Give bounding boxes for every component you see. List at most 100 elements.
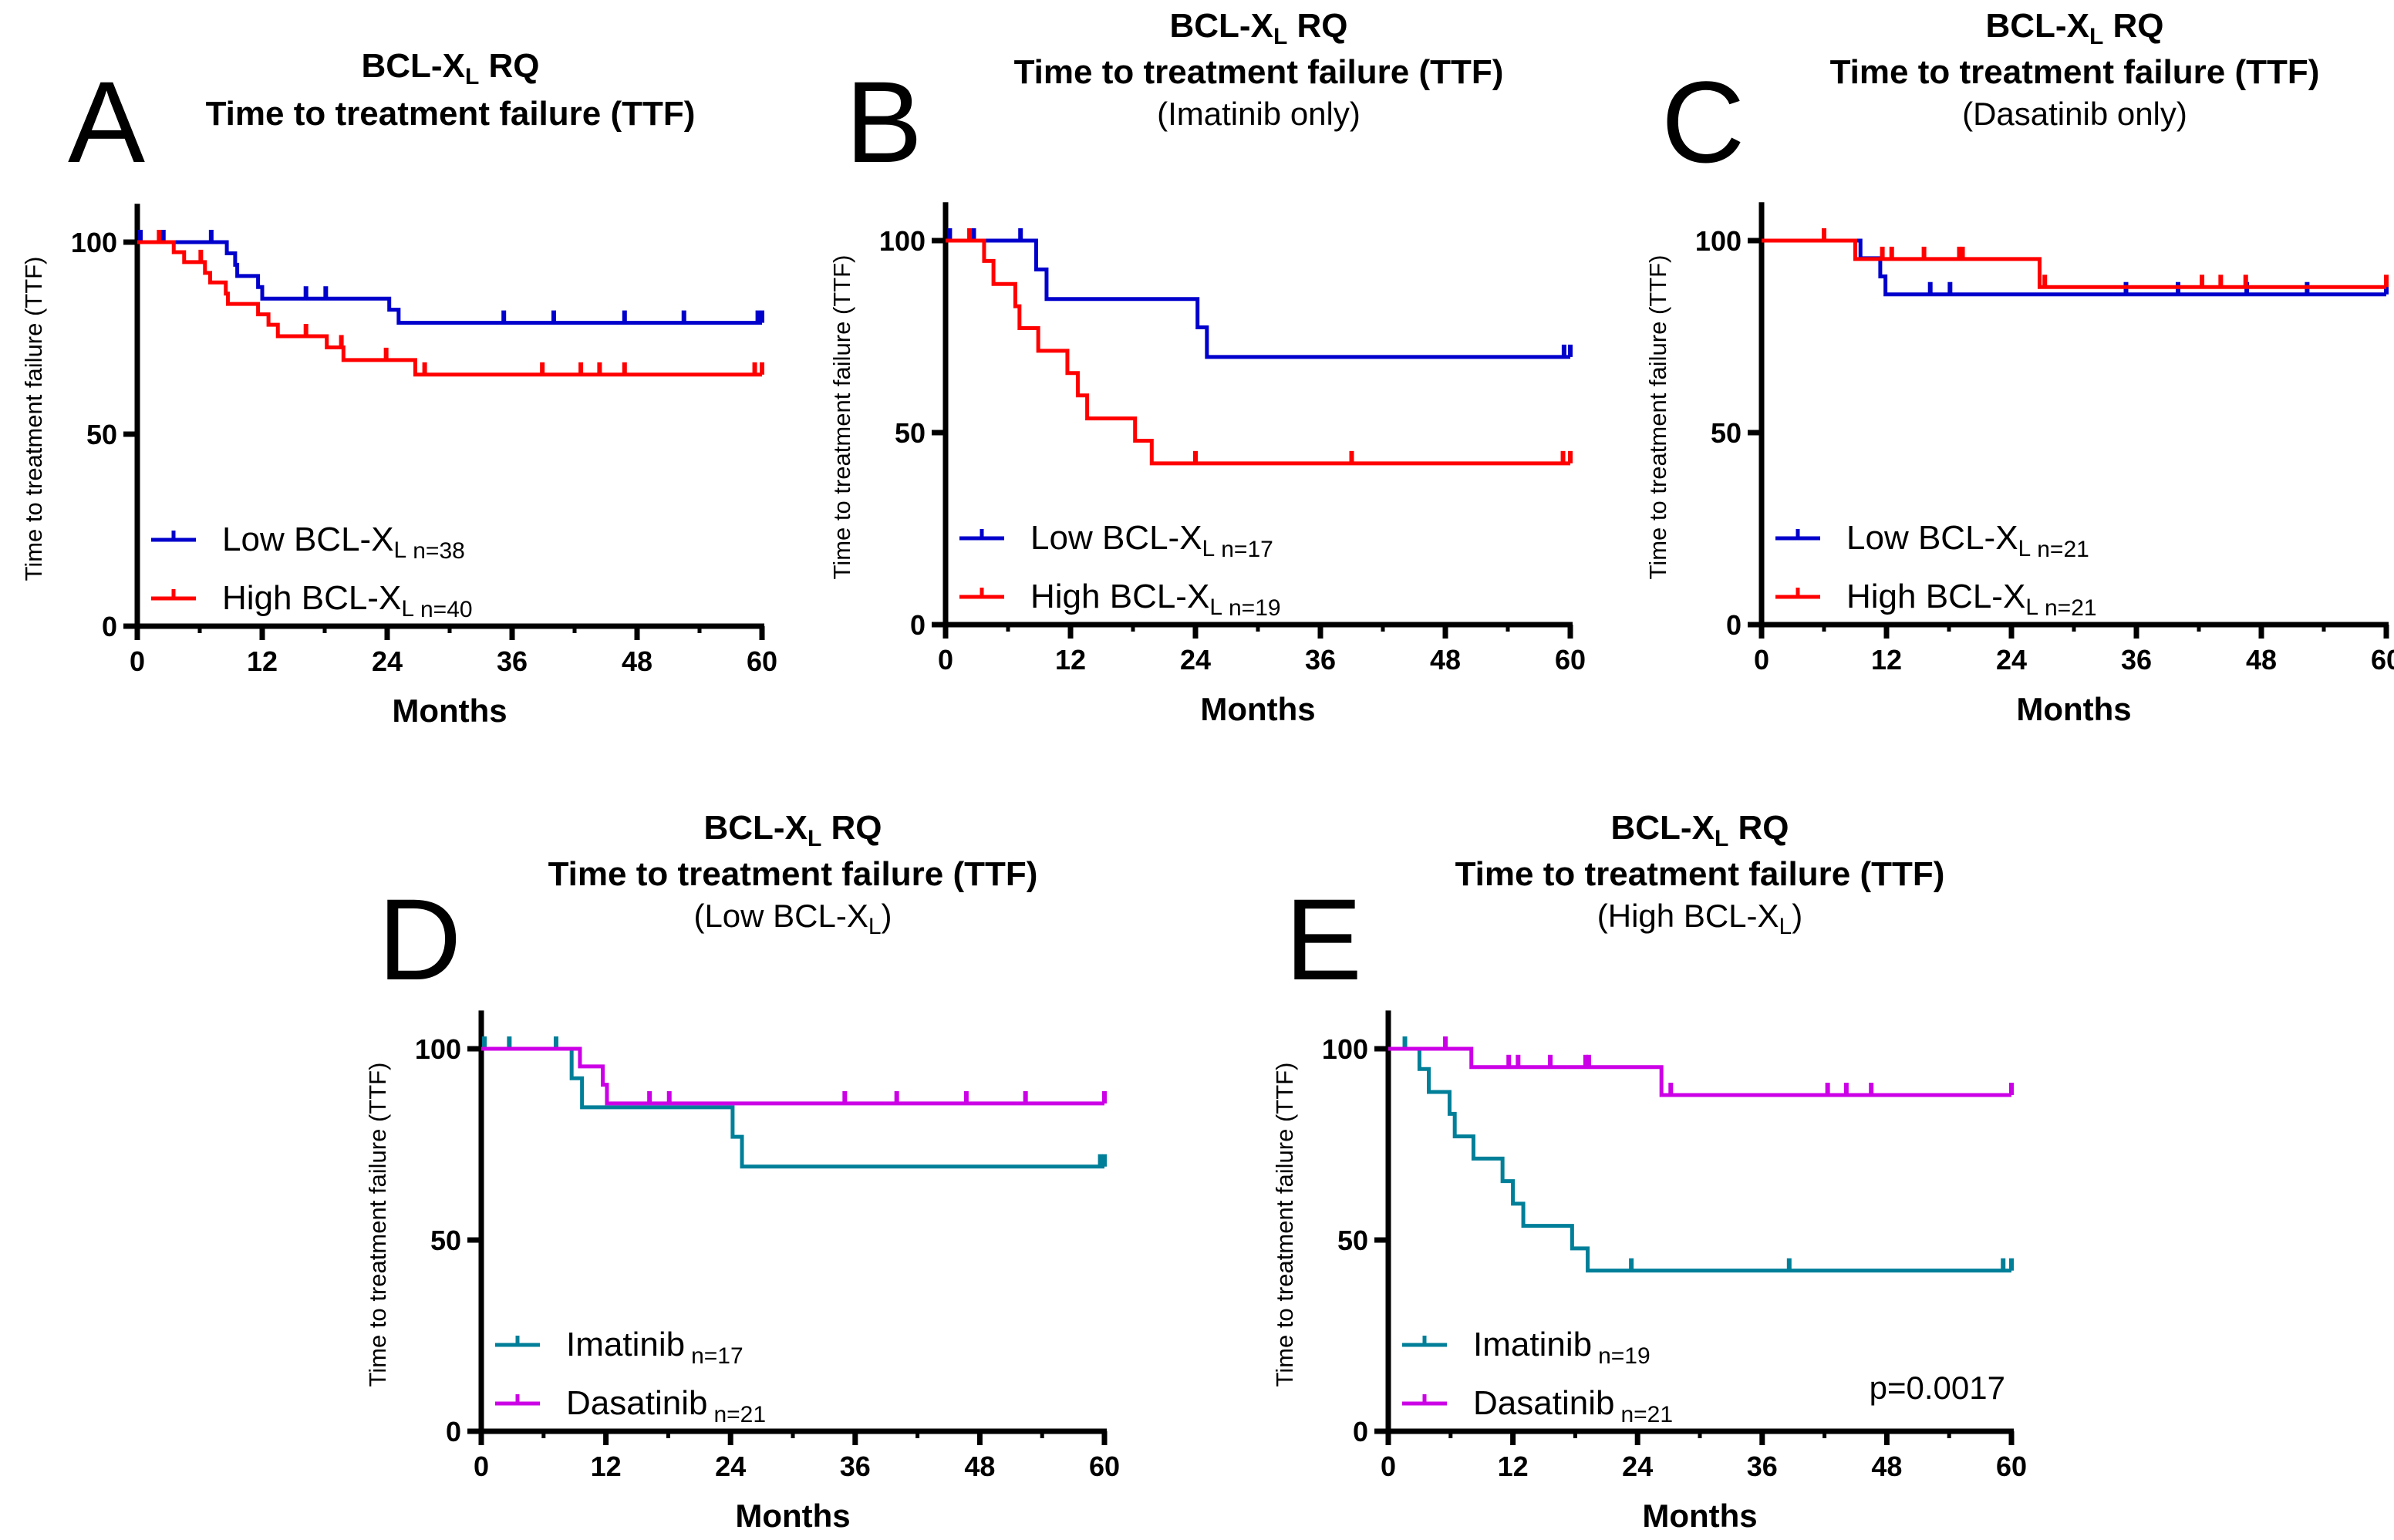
y-tick-label: 0 [1353, 1416, 1368, 1447]
chart-title-line: Time to treatment failure (TTF) [1455, 855, 1945, 893]
y-tick-label: 50 [1337, 1225, 1368, 1256]
chart-title-line: (Imatinib only) [1157, 96, 1361, 132]
x-tick-label: 12 [591, 1451, 622, 1482]
chart-title-line: BCL-XL RQ [362, 47, 540, 89]
panel-letter: D [378, 874, 461, 1004]
title-subscript: L [1779, 914, 1792, 939]
p-value-annotation: p=0.0017 [1870, 1370, 2005, 1406]
x-tick-label: 24 [1996, 644, 2027, 676]
panel-letter: E [1285, 874, 1362, 1004]
x-tick-label: 48 [964, 1451, 995, 1482]
panel-letter: C [1661, 57, 1745, 187]
survival-curve-first [481, 1046, 1104, 1169]
y-axis-label: Time to treatment failure (TTF) [1644, 255, 1671, 580]
title-text: (High BCL-X [1597, 898, 1779, 934]
legend-label: High BCL-XL n=40 [222, 579, 473, 622]
survival-curve-first [1388, 1046, 2011, 1273]
title-text: (Imatinib only) [1157, 96, 1361, 132]
legend-n-count: n=38 [413, 538, 465, 564]
title-text: Time to treatment failure (TTF) [548, 855, 1038, 893]
y-tick-label: 50 [895, 417, 926, 449]
title-text: RQ [1287, 7, 1347, 45]
legend-label: Dasatinib n=21 [566, 1384, 766, 1427]
y-tick-label: 50 [86, 419, 117, 450]
legend-name: Dasatinib [566, 1384, 707, 1422]
chart-title-line: Time to treatment failure (TTF) [206, 95, 696, 133]
legend-subscript: L [1202, 536, 1216, 561]
legend-n-count: n=19 [1229, 595, 1281, 621]
legend-label: Low BCL-XL n=17 [1030, 519, 1273, 562]
legend-label: Imatinib n=19 [1473, 1326, 1651, 1369]
legend-name: Low BCL-X [222, 521, 394, 558]
legend-name: Dasatinib [1473, 1384, 1614, 1422]
chart-title-line: (Dasatinib only) [1962, 96, 2187, 132]
x-tick-label: 36 [2121, 644, 2152, 676]
x-tick-label: 12 [1498, 1451, 1529, 1482]
x-tick-label: 12 [1871, 644, 1902, 676]
x-tick-label: 24 [1180, 644, 1211, 676]
x-tick-label: 0 [474, 1451, 489, 1482]
x-tick-label: 48 [1871, 1451, 1902, 1482]
title-text: Time to treatment failure (TTF) [1455, 855, 1945, 893]
survival-curve-second [1762, 238, 2386, 289]
chart-title-line: BCL-XL RQ [1170, 7, 1348, 49]
x-tick-label: 24 [372, 645, 403, 677]
title-text: RQ [479, 47, 539, 85]
x-tick-label: 36 [840, 1451, 871, 1482]
chart-title-line: BCL-XL RQ [1611, 809, 1789, 851]
title-text: Time to treatment failure (TTF) [1830, 53, 2320, 91]
x-tick-label: 24 [1622, 1451, 1653, 1482]
legend-n-count: n=17 [691, 1343, 743, 1369]
chart-title-line: Time to treatment failure (TTF) [1014, 53, 1504, 91]
legend-name: Low BCL-X [1846, 519, 2018, 557]
legend-name: Low BCL-X [1030, 519, 1202, 557]
title-text: BCL-X [362, 47, 465, 85]
legend-subscript: L [1209, 595, 1222, 620]
y-tick-label: 100 [879, 225, 926, 257]
legend-label: Low BCL-XL n=21 [1846, 519, 2089, 562]
x-tick-label: 36 [1747, 1451, 1778, 1482]
title-text: RQ [821, 809, 882, 847]
legend-name: Imatinib [1473, 1326, 1592, 1363]
y-tick-label: 100 [415, 1033, 461, 1065]
legend-n-count: n=21 [713, 1402, 766, 1427]
x-tick-label: 60 [1996, 1451, 2027, 1482]
panel-e: E BCL-XL RQ Time to treatment failure (TTF… [1271, 809, 2027, 1534]
x-tick-label: 48 [1430, 644, 1461, 676]
y-tick-label: 0 [102, 611, 117, 642]
y-tick-label: 50 [1711, 417, 1742, 449]
chart-title-line: BCL-XL RQ [704, 809, 882, 851]
legend-label: High BCL-XL n=21 [1846, 578, 2097, 621]
y-tick-label: 0 [910, 609, 926, 641]
x-tick-label: 60 [747, 645, 777, 677]
title-subscript: L [465, 64, 479, 89]
x-tick-label: 12 [1055, 644, 1086, 676]
title-text: Time to treatment failure (TTF) [206, 95, 696, 133]
panel-letter: B [845, 57, 922, 187]
legend-name: High BCL-X [1030, 578, 1209, 615]
x-tick-label: 48 [622, 645, 652, 677]
survival-curve-second [137, 240, 762, 377]
legend-name: High BCL-X [1846, 578, 2025, 615]
legend-subscript: L [2025, 595, 2038, 620]
x-tick-label: 60 [1555, 644, 1586, 676]
x-tick-label: 12 [247, 645, 278, 677]
survival-curve-first [1762, 238, 2386, 297]
legend-n-count: n=17 [1221, 537, 1273, 562]
title-text: (Dasatinib only) [1962, 96, 2187, 132]
title-subscript: L [1715, 826, 1728, 851]
panel-b: B BCL-XL RQ Time to treatment failure (TTF… [828, 7, 1586, 727]
x-tick-label: 36 [1305, 644, 1336, 676]
title-text: Time to treatment failure (TTF) [1014, 53, 1504, 91]
title-text: RQ [1728, 809, 1789, 847]
legend-name: Imatinib [566, 1326, 685, 1363]
legend-subscript: L [394, 537, 407, 563]
legend-n-count: n=21 [1620, 1402, 1673, 1427]
y-axis-label: Time to treatment failure (TTF) [1271, 1063, 1298, 1387]
y-axis-label: Time to treatment failure (TTF) [364, 1063, 391, 1387]
y-tick-label: 50 [430, 1225, 461, 1256]
y-axis-label: Time to treatment failure (TTF) [828, 255, 855, 580]
survival-curve-second [1388, 1046, 2011, 1097]
